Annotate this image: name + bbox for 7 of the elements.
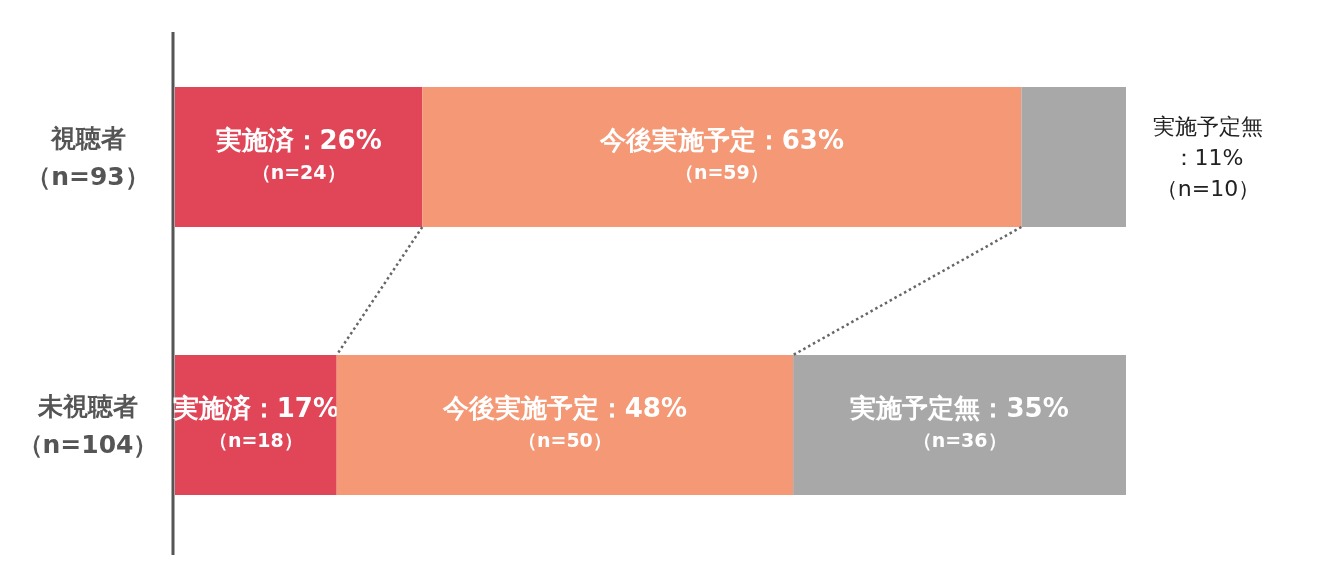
data-label: 今後実施予定：48%（n=50） (441, 392, 688, 451)
data-label: 今後実施予定：63%（n=59） (598, 124, 844, 183)
data-label: 実施済：26%（n=24） (214, 124, 382, 183)
y-tick-label: 未視聴者（n=104） (17, 391, 159, 459)
data-label: 実施予定無：11%（n=10） (1153, 113, 1263, 201)
y-tick-label: 視聴者（n=93） (26, 123, 150, 191)
data-label: 実施予定無：35%（n=36） (849, 392, 1069, 451)
